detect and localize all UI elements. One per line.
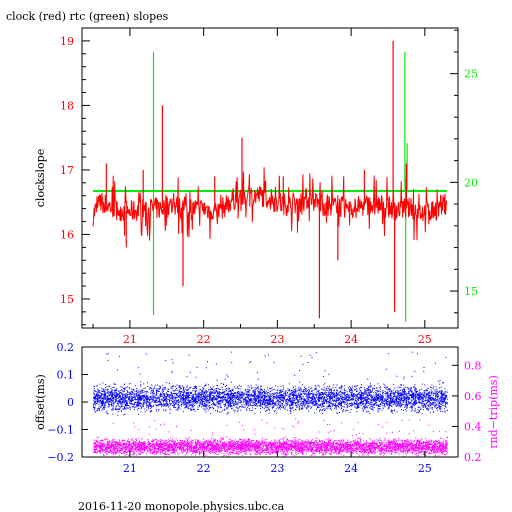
lower-axes: 21 22 23 24 25 0.2 0.1 0 −0.1 −0.2 0.8 0.6 0.4 0.2: [47, 341, 481, 475]
offset-roundtrip-layer: [93, 351, 448, 457]
lower-y2-tick-label: 0.4: [464, 420, 482, 433]
roundtrip-scatter: [93, 418, 448, 457]
lower-y-axis-label: offset(ms): [34, 374, 47, 430]
lower-y-tick-label: −0.2: [47, 451, 74, 464]
upper-y-tick-label: 18: [60, 99, 74, 112]
upper-frame: [81, 27, 459, 329]
upper-panel: 21 22 23 24 25 15 16 17 18 19 15 20 25 clockslope: [34, 27, 478, 346]
offset-scatter-points: [93, 351, 448, 416]
lower-y-tick-label: 0.2: [57, 341, 75, 354]
lower-y-tick-label: 0.1: [57, 369, 75, 382]
upper-x-tick-label: 24: [344, 333, 358, 346]
lower-panel: 21 22 23 24 25 0.2 0.1 0 −0.1 −0.2 0.8 0.6 0.4 0.2 of…: [34, 341, 500, 475]
lower-y2-tick-label: 0.6: [464, 390, 482, 403]
lower-x-tick-label: 21: [123, 462, 137, 475]
lower-y-tick-label: −0.1: [47, 424, 74, 437]
upper-x-tick-label: 23: [270, 333, 284, 346]
offset-scatter: [93, 351, 448, 416]
upper-x-tick-label: 22: [197, 333, 211, 346]
upper-y-tick-label: 15: [60, 293, 74, 306]
clock-slope-line: [92, 167, 448, 241]
upper-y-tick-label: 19: [60, 35, 74, 48]
lower-y2-tick-label: 0.8: [464, 359, 482, 372]
upper-y-tick-label: 16: [60, 228, 74, 241]
upper-y2-tick-label: 25: [464, 68, 478, 81]
upper-axes: 21 22 23 24 25 15 16 17 18 19 15 20 25: [60, 27, 478, 346]
upper-x-tick-label: 21: [123, 333, 137, 346]
upper-x-tick-label: 25: [418, 333, 432, 346]
lower-x-tick-label: 23: [270, 462, 284, 475]
upper-y2-tick-label: 15: [464, 285, 478, 298]
upper-y2-tick-label: 20: [464, 176, 478, 189]
lower-x-tick-label: 25: [418, 462, 432, 475]
lower-x-tick-label: 24: [344, 462, 358, 475]
slope-series-layer: [92, 40, 448, 322]
lower-y2-axis-label: rnd−trip(ms): [487, 375, 500, 449]
chart-title: clock (red) rtc (green) slopes: [6, 10, 169, 23]
upper-y-tick-label: 17: [60, 164, 74, 177]
lower-x-tick-label: 22: [197, 462, 211, 475]
roundtrip-scatter-points: [93, 418, 448, 457]
lower-y2-tick-label: 0.2: [464, 451, 482, 464]
footer-caption: 2016-11-20 monopole.physics.ubc.ca: [78, 500, 285, 512]
lower-y-tick-label: 0: [67, 396, 74, 409]
upper-y-axis-label: clockslope: [34, 149, 47, 207]
